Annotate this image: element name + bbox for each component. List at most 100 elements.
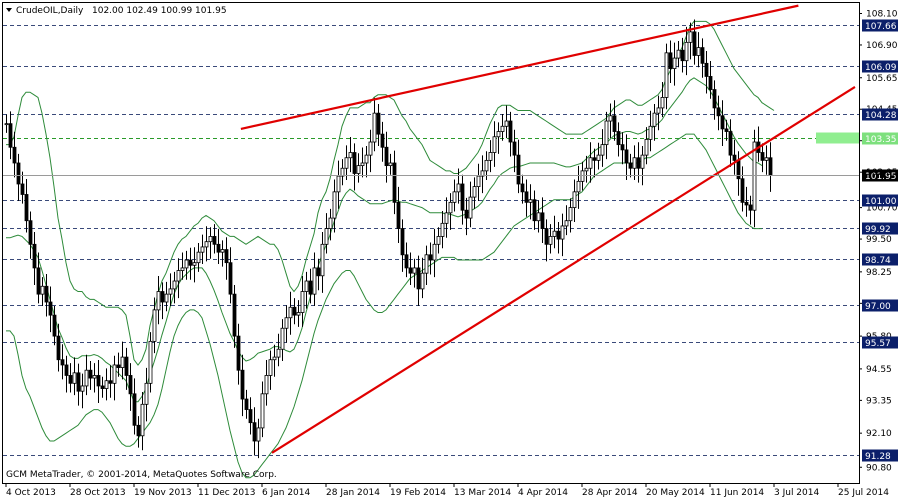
plot-frame (2, 2, 860, 484)
last-price-tag (862, 169, 898, 182)
x-tick-label: 11 Dec 2013 (198, 488, 256, 498)
candle-body (48, 301, 53, 316)
candle-body (104, 380, 109, 389)
candle-body (500, 125, 505, 132)
candle-body (72, 372, 77, 384)
level-tag (862, 222, 898, 235)
candle-body (160, 291, 165, 303)
level-value: 95.57 (865, 339, 891, 349)
candle-body (616, 131, 621, 146)
candle-body (268, 359, 273, 376)
candle-body (432, 243, 437, 261)
candle-body (592, 157, 597, 161)
candle-body (244, 398, 249, 410)
candle-body (508, 120, 513, 143)
bb-middle-line (6, 77, 763, 403)
candle-body (656, 107, 661, 114)
level-tag (862, 19, 898, 32)
candle-body (408, 267, 413, 274)
candle-body (532, 199, 537, 222)
candle-body (24, 194, 29, 222)
candle-body (340, 167, 345, 177)
candle-body (764, 157, 769, 161)
candle-body (260, 393, 265, 429)
candle-body (240, 369, 245, 400)
candle-body (192, 262, 197, 266)
candle-body (620, 144, 625, 151)
candle-body (492, 136, 497, 153)
candle-body (384, 146, 389, 167)
x-tick-label: 28 Jan 2014 (326, 488, 380, 498)
candle-body (548, 236, 553, 245)
y-tick-label: 93.35 (866, 396, 892, 406)
candle-body (252, 422, 257, 442)
candle-body (540, 212, 545, 229)
level-tag (862, 108, 898, 121)
candle-body (732, 154, 737, 161)
candle-body (16, 162, 21, 185)
candle-body (692, 31, 697, 56)
candle-body (512, 141, 517, 156)
candle-body (668, 52, 673, 69)
x-tick-label: 6 Jan 2014 (262, 488, 310, 498)
candle-body (296, 312, 301, 316)
candle-body (536, 212, 541, 222)
candle-body (364, 154, 369, 164)
candle-body (256, 427, 261, 442)
candle-body (228, 262, 233, 295)
level-tag (862, 449, 898, 462)
candle-body (476, 175, 481, 188)
candle-body (188, 259, 193, 266)
candle-body (740, 178, 745, 203)
candle-body (336, 175, 341, 193)
candle-body (572, 191, 577, 208)
x-tick-label: 4 Apr 2014 (518, 488, 568, 498)
candle-body (8, 123, 13, 148)
candle-body (144, 382, 149, 405)
candle-body (556, 230, 561, 240)
candle-body (304, 280, 309, 292)
candle-body (164, 293, 169, 303)
candle-body (528, 199, 533, 203)
candle-body (644, 138, 649, 156)
candle-body (728, 131, 733, 156)
candle-body (456, 183, 461, 193)
candle-body (488, 152, 493, 161)
candle-body (576, 180, 581, 193)
level-value: 98.74 (865, 256, 891, 266)
candle-body (36, 267, 41, 295)
candle-body (752, 141, 757, 211)
bb-upper-line (6, 20, 775, 366)
x-tick-label: 13 Mar 2014 (454, 488, 511, 498)
candle-body (32, 243, 37, 269)
candle-body (276, 348, 281, 358)
candle-body (584, 167, 589, 172)
candle-body (708, 76, 713, 90)
candle-body (448, 201, 453, 214)
candle-body (596, 154, 601, 161)
trendlines[interactable] (240, 4, 856, 454)
candle-body (640, 154, 645, 169)
candle-body (92, 375, 97, 379)
candle-body (400, 228, 405, 256)
candle-body (376, 112, 381, 135)
dropdown-triangle-icon[interactable] (6, 8, 12, 12)
candle-body (552, 230, 557, 237)
candle-body (312, 267, 317, 295)
candle-body (84, 369, 89, 387)
candle-body (368, 141, 373, 156)
candle-body (472, 186, 477, 198)
y-tick-label: 106.90 (866, 41, 898, 51)
candle-body (216, 243, 221, 253)
x-tick-label: 25 Jul 2014 (838, 488, 889, 498)
candle-body (484, 159, 489, 172)
candle-body (56, 335, 61, 361)
candle-body (64, 364, 69, 376)
candle-body (684, 41, 689, 62)
level-lines (3, 25, 859, 456)
current-price-line: 101.95 (3, 169, 898, 182)
candle-body (80, 385, 85, 392)
candle-body (712, 89, 717, 109)
candle-body (604, 120, 609, 146)
